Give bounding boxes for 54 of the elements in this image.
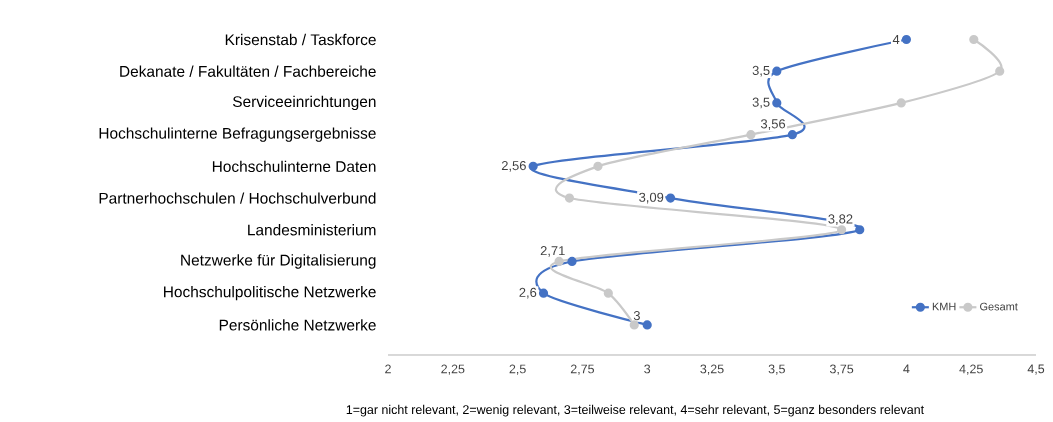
point — [772, 98, 782, 108]
y-tick-label: Hochschulpolitische Netzwerke — [164, 285, 376, 301]
point — [538, 288, 549, 298]
y-tick-label: Netzwerke für Digitalisierung — [181, 254, 376, 269]
data-label: 3,09 — [639, 192, 664, 204]
data-label: 3,5 — [752, 65, 770, 77]
x-tick-label: 2,75 — [570, 364, 594, 375]
y-tick-label: Hochschulinterne Daten — [212, 160, 376, 173]
x-tick-label: 4,25 — [959, 364, 983, 375]
point — [896, 98, 906, 108]
point — [593, 161, 603, 171]
y-tick-label: Landesministerium — [248, 224, 376, 236]
point — [995, 66, 1005, 76]
point — [564, 193, 575, 203]
point — [837, 225, 847, 235]
point — [642, 320, 652, 330]
data-label: 3,82 — [828, 214, 853, 226]
x-tick-label: 3,25 — [700, 364, 724, 375]
point — [567, 256, 577, 267]
y-tick-label: Hochschulinterne Befragungsergebnisse — [99, 127, 376, 142]
y-tick-label: Krisenstab / Taskforce — [225, 33, 376, 46]
point — [746, 130, 756, 140]
legend-label: Gesamt — [980, 302, 1018, 311]
x-tick-label: 4,5 — [1027, 364, 1045, 375]
y-tick-label: Serviceeinrichtungen — [232, 95, 376, 111]
point — [901, 34, 912, 45]
x-tick-label: 3 — [644, 364, 651, 374]
y-tick-label: Partnerhochschulen / Hochschulverbund — [99, 192, 376, 204]
y-tick-label: Persönliche Netzwerke — [219, 319, 376, 331]
data-label: 2,6 — [519, 287, 537, 299]
data-label: 2,56 — [501, 160, 526, 172]
x-tick-label: 3,75 — [829, 364, 854, 375]
legend-label: KMH — [932, 302, 956, 311]
data-label: 4 — [892, 35, 900, 44]
point — [855, 225, 865, 235]
data-label: 3,56 — [760, 119, 786, 130]
point — [787, 130, 797, 140]
text: 1=gar nicht relevant, 2=wenig relevant, 3=teilweise relevant, 4=sehr relevant, 5=ganz besonders relevant — [346, 404, 925, 417]
data-label: 2,71 — [540, 246, 565, 257]
x-tick-label: 4 — [903, 364, 910, 374]
x-tick-label: 2 — [385, 364, 391, 374]
x-tick-label: 2,5 — [509, 364, 526, 375]
point — [603, 288, 613, 298]
point — [554, 256, 564, 267]
point — [772, 66, 782, 76]
data-label: 3,5 — [752, 97, 770, 109]
point — [969, 34, 979, 45]
x-tick-label: 2,25 — [441, 364, 465, 375]
x-tick-label: 3,5 — [768, 364, 785, 375]
point — [528, 161, 538, 171]
point — [629, 320, 639, 330]
data-label: 3 — [633, 311, 640, 321]
y-tick-label: Dekanate / Fakultäten / Fachbereiche — [120, 65, 376, 77]
point — [665, 193, 676, 203]
